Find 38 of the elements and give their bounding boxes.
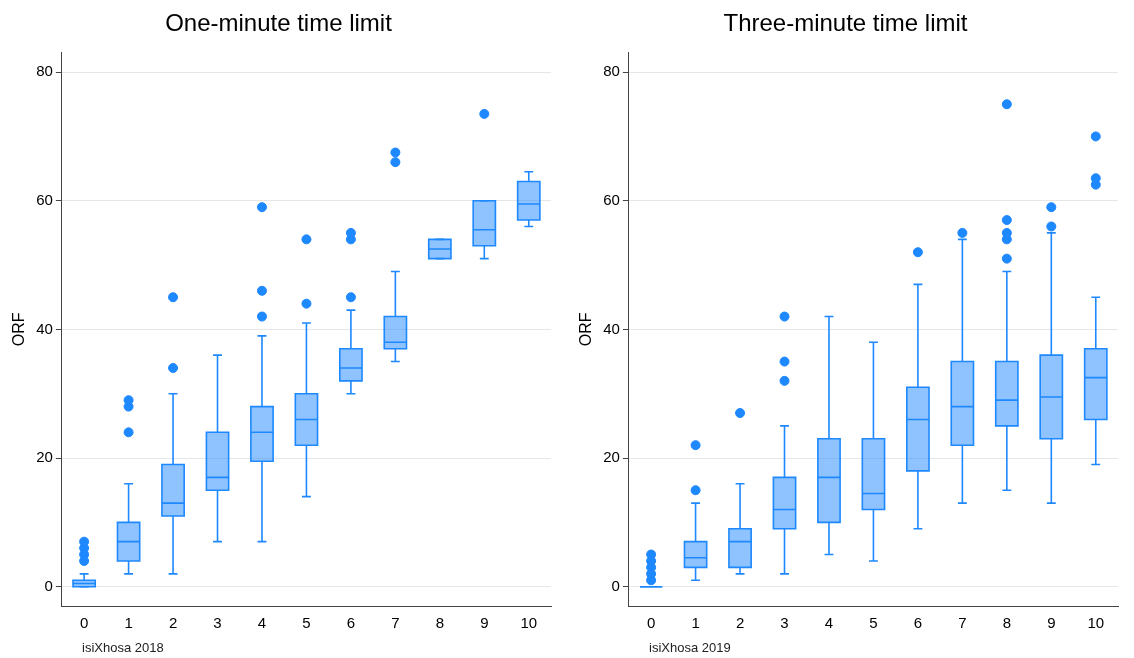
y-tick-label: 80 (36, 62, 53, 80)
y-tick-label: 20 (603, 448, 620, 466)
x-tick-label: 3 (213, 614, 222, 632)
x-tick-label: 1 (124, 614, 133, 632)
y-tick-label: 0 (611, 576, 620, 594)
y-tick-label: 60 (36, 190, 53, 208)
x-tick-label: 4 (824, 614, 834, 632)
y-tick-label: 40 (36, 319, 53, 337)
x-tick-label: 8 (435, 614, 445, 632)
x-tick-label: 6 (913, 614, 923, 632)
y-tick-label: 80 (603, 62, 620, 80)
y-tick-label: 60 (603, 190, 620, 208)
x-tick-label: 0 (646, 614, 656, 632)
x-tick-label: 10 (1087, 614, 1105, 632)
x-tick-label: 9 (480, 614, 489, 632)
x-tick-label: 2 (168, 614, 178, 632)
x-tick-label: 7 (958, 614, 967, 632)
x-tick-label: 5 (869, 614, 878, 632)
x-tick-label: 8 (1002, 614, 1012, 632)
y-axis-title: ORF (577, 312, 595, 347)
text: isiXhosa 2019 (649, 640, 731, 655)
x-tick-label: 1 (691, 614, 700, 632)
x-tick-label: 2 (735, 614, 745, 632)
y-tick-label: 0 (44, 576, 53, 594)
x-tick-label: 10 (520, 614, 538, 632)
x-tick-label: 9 (1047, 614, 1056, 632)
chart-title: One-minute time limit (165, 9, 393, 37)
text: isiXhosa 2018 (82, 640, 164, 655)
y-axis-title: ORF (10, 312, 28, 347)
x-tick-label: 0 (79, 614, 89, 632)
y-tick-label: 40 (603, 319, 620, 337)
x-tick-label: 6 (346, 614, 356, 632)
x-tick-label: 4 (257, 614, 267, 632)
x-tick-label: 3 (780, 614, 789, 632)
chart-title: Three-minute time limit (723, 9, 968, 37)
x-tick-label: 5 (302, 614, 311, 632)
x-tick-label: 7 (391, 614, 400, 632)
y-tick-label: 20 (36, 448, 53, 466)
